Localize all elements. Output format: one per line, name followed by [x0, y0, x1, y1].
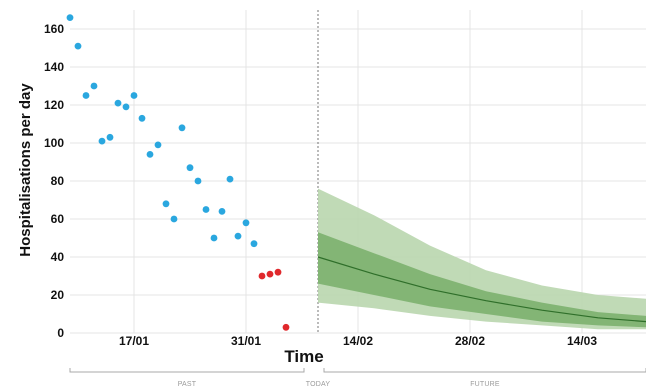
y-tick-label: 160	[44, 22, 64, 36]
y-axis-label: Hospitalisations per day	[17, 83, 34, 257]
recent-point	[266, 270, 274, 278]
observed-point	[194, 177, 202, 185]
x-axis-label: Time	[284, 347, 323, 366]
observed-point	[170, 215, 178, 223]
x-tick-label: 28/02	[455, 334, 485, 348]
past-label: PAST	[178, 381, 197, 388]
y-tick-label: 120	[44, 98, 64, 112]
observed-point	[106, 133, 114, 141]
observed-point	[146, 151, 154, 158]
observed-point	[154, 141, 162, 149]
x-tick-label: 31/01	[231, 334, 261, 348]
observed-point	[82, 92, 90, 99]
x-tick-label: 14/02	[343, 334, 373, 348]
y-tick-label: 0	[57, 326, 64, 340]
y-tick-label: 140	[44, 60, 64, 74]
x-tick-label: 17/01	[119, 334, 149, 348]
forecast-inner-band	[318, 232, 646, 328]
observed-point	[162, 200, 170, 208]
observed-point	[74, 42, 82, 50]
observed-point	[98, 137, 106, 145]
observed-point	[226, 175, 234, 183]
observed-point	[90, 82, 98, 90]
observed-point	[218, 208, 226, 215]
y-tick-label: 20	[51, 288, 65, 302]
forecast-median-line	[317, 256, 646, 323]
observed-point	[66, 14, 74, 21]
y-tick-label: 60	[51, 212, 65, 226]
axis-layer: 0 20 40 60 80 100 120 140 160 17/01 31/01 14/02 28/0…	[44, 22, 597, 348]
past-bracket	[69, 368, 305, 373]
observed-point	[114, 99, 122, 107]
observed-point	[130, 92, 138, 99]
observed-point	[250, 240, 258, 248]
observed-point	[210, 234, 218, 242]
observed-point	[178, 124, 186, 132]
x-tick-label: 14/03	[567, 334, 597, 348]
forecast-band-layer	[317, 188, 646, 330]
future-label: FUTURE	[470, 381, 500, 388]
recent-point	[274, 268, 282, 276]
observed-point	[186, 164, 194, 172]
recent-point	[258, 272, 266, 280]
observed-point	[138, 114, 146, 122]
observed-point	[242, 219, 250, 227]
y-tick-label: 80	[51, 174, 65, 188]
today-label: TODAY	[306, 381, 331, 388]
period-layer: PAST TODAY FUTURE	[69, 368, 646, 388]
y-tick-label: 40	[51, 250, 65, 264]
data-point-layer	[66, 14, 290, 331]
observed-point	[202, 206, 210, 213]
future-bracket	[323, 368, 646, 373]
observed-point	[234, 232, 242, 240]
observed-point	[122, 103, 130, 111]
y-tick-label: 100	[44, 136, 64, 150]
recent-point	[282, 323, 290, 331]
